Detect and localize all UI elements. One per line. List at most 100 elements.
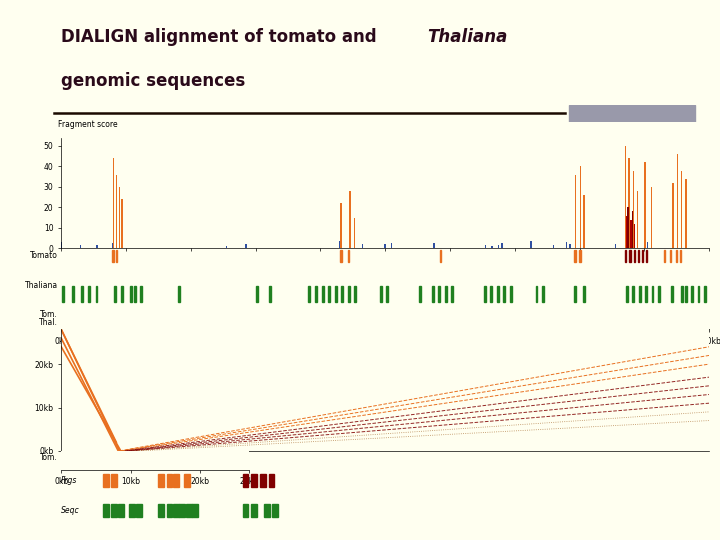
Bar [184, 474, 190, 487]
Bar [113, 158, 114, 248]
Bar [503, 286, 505, 302]
Text: Frgs: Frgs [61, 476, 78, 485]
Bar [569, 105, 695, 122]
Bar [269, 474, 274, 487]
Bar [419, 286, 420, 302]
Bar [438, 286, 441, 302]
Text: Fragment score: Fragment score [58, 120, 117, 129]
Bar [675, 251, 677, 262]
Bar [566, 242, 567, 248]
Bar [391, 243, 392, 248]
Bar [645, 286, 647, 302]
Bar [264, 504, 269, 517]
Bar [308, 286, 310, 302]
Bar [629, 251, 631, 262]
Bar [698, 286, 700, 302]
Bar [80, 245, 81, 248]
Bar [339, 241, 341, 248]
Bar [114, 286, 116, 302]
Text: Tom.: Tom. [40, 453, 58, 462]
Bar [362, 244, 363, 248]
Bar [432, 286, 433, 302]
Bar [704, 286, 706, 302]
Bar [626, 286, 628, 302]
Bar [451, 286, 453, 302]
Bar [81, 286, 84, 302]
Bar [626, 215, 628, 248]
Bar [579, 251, 581, 262]
Bar [445, 286, 446, 302]
Bar [634, 251, 635, 262]
Bar [574, 251, 576, 262]
Text: Thal.: Thal. [39, 318, 58, 327]
Bar [691, 286, 693, 302]
Bar [686, 240, 687, 248]
Bar [615, 244, 616, 248]
Bar [633, 171, 634, 248]
Bar [672, 183, 674, 248]
Bar [116, 251, 117, 262]
Bar [384, 244, 386, 248]
Bar [89, 286, 91, 302]
Bar [680, 251, 681, 262]
Bar [173, 474, 179, 487]
Bar [639, 286, 641, 302]
Bar [166, 504, 172, 517]
Bar [166, 474, 172, 487]
Bar [71, 286, 73, 302]
Bar [179, 504, 185, 517]
Bar [583, 195, 585, 248]
Bar [341, 286, 343, 302]
Bar [671, 286, 673, 302]
Bar [243, 504, 248, 517]
Bar [485, 245, 486, 248]
Bar [628, 158, 629, 248]
Text: Thaliana: Thaliana [24, 281, 58, 290]
Bar [243, 474, 248, 487]
Bar [681, 286, 683, 302]
Bar [628, 207, 629, 248]
Bar [272, 504, 278, 517]
Text: Tom.: Tom. [40, 310, 58, 319]
Bar [112, 242, 114, 248]
Bar [680, 171, 682, 248]
Bar [192, 504, 198, 517]
Bar [136, 504, 142, 517]
Bar [130, 286, 132, 302]
Text: Thaliana: Thaliana [427, 28, 508, 46]
Bar [484, 286, 486, 302]
Bar [335, 286, 337, 302]
Bar [256, 286, 258, 302]
Text: genomic sequences: genomic sequences [61, 72, 246, 90]
Bar [348, 286, 350, 302]
Bar [536, 286, 537, 302]
Bar [116, 174, 117, 248]
Bar [658, 286, 660, 302]
Bar [630, 220, 631, 248]
Bar [315, 286, 318, 302]
Bar [440, 251, 441, 262]
Bar [122, 199, 123, 248]
Bar [433, 243, 434, 248]
Bar [251, 474, 256, 487]
Bar [63, 286, 65, 302]
Bar [130, 504, 135, 517]
Bar [575, 174, 577, 248]
Bar [501, 243, 503, 248]
Bar [553, 245, 554, 248]
Bar [261, 474, 266, 487]
Bar [632, 286, 634, 302]
Bar [632, 212, 634, 248]
Bar [380, 286, 382, 302]
Bar [341, 203, 342, 248]
Bar [685, 286, 687, 302]
Bar [112, 251, 114, 262]
Bar [625, 251, 626, 262]
Bar [583, 286, 585, 302]
Bar [173, 504, 179, 517]
Bar [348, 251, 349, 262]
Bar [96, 245, 97, 248]
Bar [677, 154, 678, 248]
Bar [158, 504, 164, 517]
Bar [328, 286, 330, 302]
